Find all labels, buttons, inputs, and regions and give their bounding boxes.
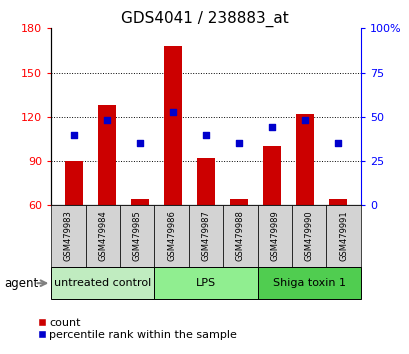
Bar bbox=[295, 114, 313, 205]
Text: agent: agent bbox=[4, 277, 38, 290]
Text: GSM479987: GSM479987 bbox=[201, 210, 210, 261]
Bar bbox=[51, 267, 154, 299]
Point bbox=[169, 109, 176, 114]
Bar bbox=[257, 205, 291, 267]
Text: GSM479989: GSM479989 bbox=[270, 210, 279, 261]
Bar bbox=[120, 205, 154, 267]
Point bbox=[235, 141, 242, 146]
Text: Shiga toxin 1: Shiga toxin 1 bbox=[272, 278, 345, 288]
Bar bbox=[85, 205, 120, 267]
Text: GSM479988: GSM479988 bbox=[235, 210, 244, 261]
Text: GSM479991: GSM479991 bbox=[338, 210, 347, 261]
Point bbox=[334, 141, 340, 146]
Text: GDS4041 / 238883_at: GDS4041 / 238883_at bbox=[121, 11, 288, 27]
Bar bbox=[65, 161, 83, 205]
Point bbox=[268, 125, 274, 130]
Bar bbox=[131, 199, 149, 205]
Text: GSM479983: GSM479983 bbox=[64, 210, 73, 261]
Bar bbox=[291, 205, 326, 267]
Bar bbox=[164, 46, 182, 205]
Point bbox=[202, 132, 209, 137]
Bar bbox=[326, 205, 360, 267]
Bar bbox=[222, 205, 257, 267]
Text: LPS: LPS bbox=[196, 278, 216, 288]
Bar bbox=[257, 267, 360, 299]
Bar bbox=[262, 146, 280, 205]
Text: untreated control: untreated control bbox=[54, 278, 151, 288]
Point bbox=[137, 141, 143, 146]
Bar bbox=[154, 267, 257, 299]
Bar bbox=[189, 205, 222, 267]
Point bbox=[71, 132, 77, 137]
Legend: count, percentile rank within the sample: count, percentile rank within the sample bbox=[38, 318, 237, 339]
Bar bbox=[196, 158, 215, 205]
Text: GSM479986: GSM479986 bbox=[167, 210, 176, 261]
Point bbox=[104, 118, 110, 123]
Text: GSM479990: GSM479990 bbox=[304, 210, 313, 261]
Bar bbox=[154, 205, 189, 267]
Bar bbox=[328, 199, 346, 205]
Bar bbox=[98, 105, 116, 205]
Bar bbox=[51, 205, 85, 267]
Bar bbox=[229, 199, 247, 205]
Text: GSM479985: GSM479985 bbox=[133, 210, 142, 261]
Text: GSM479984: GSM479984 bbox=[98, 210, 107, 261]
Point bbox=[301, 118, 307, 123]
